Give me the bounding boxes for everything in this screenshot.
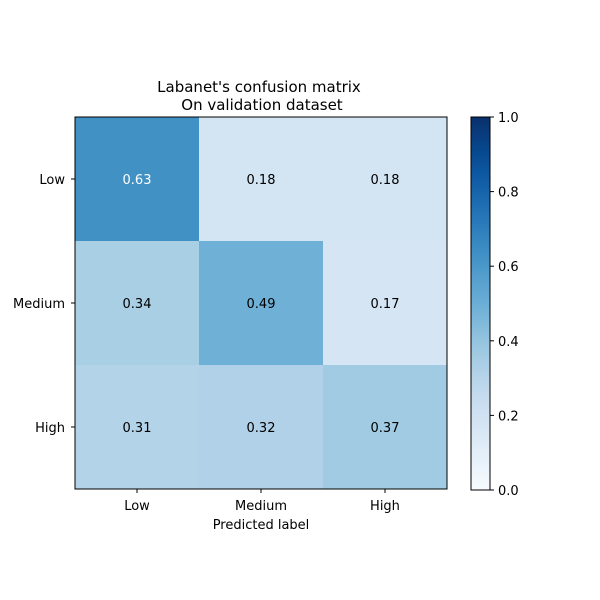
cell-value-label: 0.18 xyxy=(247,173,276,188)
cell-value-label: 0.49 xyxy=(247,297,276,312)
heatmap-cell xyxy=(75,365,200,490)
colorbar xyxy=(470,116,491,491)
heatmap-cell xyxy=(199,241,324,366)
heatmap-cells xyxy=(75,117,448,490)
heatmap-cell xyxy=(323,365,448,490)
colorbar-tick-label: 0.8 xyxy=(498,186,519,201)
heatmap-cell xyxy=(75,117,200,242)
x-axis-ticks: Low Medium High xyxy=(124,489,400,514)
cell-value-label: 0.32 xyxy=(247,421,276,436)
colorbar-tick-label: 0.2 xyxy=(498,409,519,424)
cell-value-label: 0.63 xyxy=(123,173,152,188)
cell-value-label: 0.31 xyxy=(123,421,152,436)
colorbar-tick-label: 0.0 xyxy=(498,484,519,499)
y-axis-ticks: Low Medium High xyxy=(13,173,75,436)
heatmap-cell xyxy=(75,241,200,366)
colorbar-tick-label: 0.4 xyxy=(498,335,519,350)
cell-value-label: 0.34 xyxy=(123,297,152,312)
colorbar-ticks: 0.0 0.2 0.4 0.6 0.8 1.0 xyxy=(490,111,519,499)
cell-value-label: 0.37 xyxy=(371,421,400,436)
colorbar-tick-label: 0.6 xyxy=(498,260,519,275)
heatmap-cell xyxy=(323,241,448,366)
x-tick-label: Medium xyxy=(235,499,287,514)
heatmap-cell xyxy=(199,365,324,490)
chart-title: Labanet's confusion matrix xyxy=(157,78,361,96)
y-tick-label: High xyxy=(35,421,65,436)
chart-subtitle: On validation dataset xyxy=(181,96,343,114)
heatmap-cell xyxy=(323,117,448,242)
x-tick-label: Low xyxy=(124,499,150,514)
y-tick-label: Low xyxy=(39,173,65,188)
colorbar-tick-label: 1.0 xyxy=(498,111,519,126)
cell-value-label: 0.17 xyxy=(371,297,400,312)
heatmap-cell xyxy=(199,117,324,242)
cell-annotations: 0.63 0.18 0.18 0.34 0.49 0.17 0.31 0.32 0.37 xyxy=(123,173,400,436)
y-tick-label: Medium xyxy=(13,297,65,312)
x-axis-label: Predicted label xyxy=(213,518,310,533)
cell-value-label: 0.18 xyxy=(371,173,400,188)
x-tick-label: High xyxy=(370,499,400,514)
